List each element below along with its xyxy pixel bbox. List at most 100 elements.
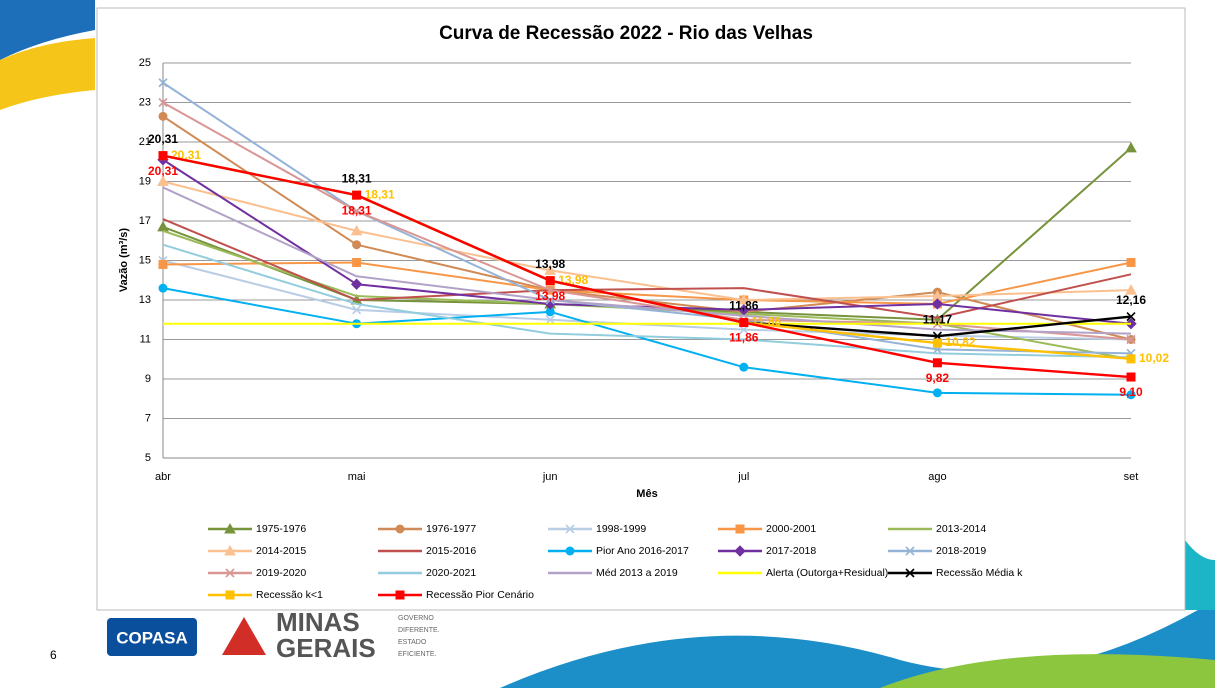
legend-label: 2017-2018 — [766, 545, 816, 557]
y-tick-label: 19 — [139, 175, 151, 187]
legend-marker — [225, 568, 235, 578]
marker — [545, 285, 555, 295]
legend-marker — [395, 524, 405, 534]
y-tick-label: 7 — [145, 412, 151, 424]
y-tick-label: 9 — [145, 373, 151, 385]
legend-label: Méd 2013 a 2019 — [596, 567, 678, 579]
legend-label: Pior Ano 2016-2017 — [596, 545, 689, 557]
gerais-text: GERAIS — [276, 633, 376, 663]
x-axis-label: Mês — [636, 488, 657, 500]
data-label: 13,98 — [535, 289, 565, 303]
marker — [1126, 354, 1136, 364]
marker — [1125, 141, 1137, 153]
y-tick-label: 21 — [139, 136, 151, 148]
legend-label: 2014-2015 — [256, 545, 306, 557]
marker — [1126, 372, 1136, 382]
data-label: 12,16 — [1116, 293, 1146, 307]
page-number: 6 — [50, 648, 57, 662]
data-label: 20,31 — [148, 164, 178, 178]
legend-marker — [395, 590, 405, 600]
data-label: 10,02 — [1139, 351, 1169, 365]
x-tick-label: mai — [348, 471, 366, 483]
data-label: 11,86 — [729, 331, 759, 345]
marker — [158, 283, 168, 293]
marker — [932, 358, 942, 368]
legend-label: 2018-2019 — [936, 545, 986, 557]
marker — [352, 206, 362, 216]
x-tick-label: jul — [737, 471, 749, 483]
minas-logo — [222, 617, 266, 655]
marker — [1126, 312, 1136, 322]
marker — [545, 276, 555, 286]
marker — [158, 97, 168, 108]
marker — [1126, 334, 1136, 345]
legend-label: 1998-1999 — [596, 523, 646, 535]
legend-label: Recessão Média k — [936, 567, 1023, 579]
legend-label: Recessão Pior Cenário — [426, 589, 534, 601]
y-tick-label: 5 — [145, 452, 151, 464]
y-axis-label: Vazão (m³/s) — [118, 228, 130, 293]
marker — [352, 257, 362, 267]
marker — [739, 318, 749, 328]
legend-marker — [905, 546, 915, 556]
marker — [157, 175, 169, 186]
legend-marker — [224, 544, 236, 556]
legend-label: 2013-2014 — [936, 523, 986, 535]
marker — [352, 305, 362, 315]
marker — [352, 190, 362, 200]
deco — [1185, 540, 1215, 610]
tagline: GOVERNO — [398, 615, 434, 622]
legend-label: 1976-1977 — [426, 523, 476, 535]
y-tick-label: 11 — [140, 333, 151, 345]
data-label: 13,98 — [535, 257, 565, 271]
marker — [158, 259, 168, 269]
tagline: EFICIENTE. — [398, 651, 437, 658]
x-tick-label: ago — [928, 471, 946, 483]
data-label: 9,10 — [1119, 385, 1143, 399]
y-tick-label: 17 — [139, 215, 151, 227]
series-line — [162, 218, 1132, 319]
marker — [544, 264, 557, 275]
marker — [739, 362, 749, 372]
series-line — [162, 287, 1132, 396]
series-line — [162, 186, 1132, 335]
y-tick-label: 13 — [139, 294, 151, 306]
deco — [0, 38, 95, 110]
y-tick-label: 23 — [139, 96, 151, 108]
marker — [931, 298, 944, 310]
tagline: DIFERENTE. — [398, 627, 440, 634]
legend-label: 1975-1976 — [256, 523, 306, 535]
minas-text: MINAS — [276, 607, 360, 637]
x-tick-label: set — [1124, 471, 1139, 483]
deco — [0, 0, 95, 60]
deco — [500, 600, 1215, 688]
marker — [1126, 390, 1136, 400]
tagline: ESTADO — [398, 639, 427, 646]
legend-marker — [565, 546, 575, 556]
data-label: 18,31 — [342, 203, 372, 217]
legend-label: 2000-2001 — [766, 523, 816, 535]
data-label: 11,17 — [923, 312, 953, 326]
marker — [350, 278, 363, 290]
deco — [880, 654, 1215, 688]
legend-marker — [224, 522, 236, 534]
marker — [1125, 284, 1137, 295]
marker — [932, 338, 942, 348]
marker — [545, 315, 555, 325]
legend-marker — [905, 568, 915, 578]
data-label: 20,31 — [148, 132, 178, 146]
marker — [352, 240, 362, 250]
series-line — [162, 101, 1132, 341]
series-line — [162, 180, 1132, 301]
x-tick-label: jun — [542, 471, 558, 483]
data-label: 18,31 — [365, 187, 395, 201]
series-line — [162, 154, 1132, 379]
y-tick-label: 15 — [139, 254, 151, 266]
x-tick-label: abr — [155, 471, 171, 483]
legend-marker — [565, 524, 575, 534]
legend-label: 2015-2016 — [426, 545, 476, 557]
data-label: 10,82 — [945, 335, 975, 349]
copasa-logo — [107, 618, 197, 656]
